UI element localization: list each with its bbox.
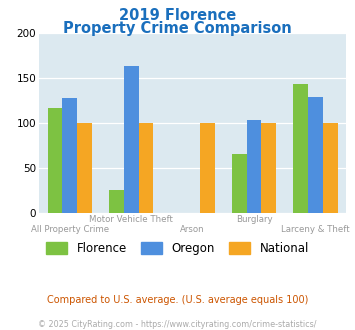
Bar — [247, 120, 261, 213]
Bar — [308, 97, 323, 213]
Bar — [293, 84, 308, 213]
Text: Compared to U.S. average. (U.S. average equals 100): Compared to U.S. average. (U.S. average … — [47, 295, 308, 305]
Legend: Florence, Oregon, National: Florence, Oregon, National — [41, 237, 314, 260]
Bar — [48, 108, 62, 213]
Text: Motor Vehicle Theft: Motor Vehicle Theft — [89, 215, 173, 224]
Text: Burglary: Burglary — [236, 215, 272, 224]
Text: Arson: Arson — [180, 225, 205, 234]
Bar — [62, 98, 77, 213]
Bar — [200, 123, 215, 213]
Bar — [124, 66, 138, 213]
Text: 2019 Florence: 2019 Florence — [119, 8, 236, 23]
Bar — [138, 123, 153, 213]
Text: Property Crime Comparison: Property Crime Comparison — [63, 21, 292, 36]
Bar — [109, 190, 124, 213]
Text: © 2025 CityRating.com - https://www.cityrating.com/crime-statistics/: © 2025 CityRating.com - https://www.city… — [38, 320, 317, 329]
Bar — [77, 123, 92, 213]
Text: Larceny & Theft: Larceny & Theft — [281, 225, 350, 234]
Bar — [261, 123, 276, 213]
Bar — [232, 154, 247, 213]
Bar — [323, 123, 338, 213]
Text: All Property Crime: All Property Crime — [31, 225, 109, 234]
